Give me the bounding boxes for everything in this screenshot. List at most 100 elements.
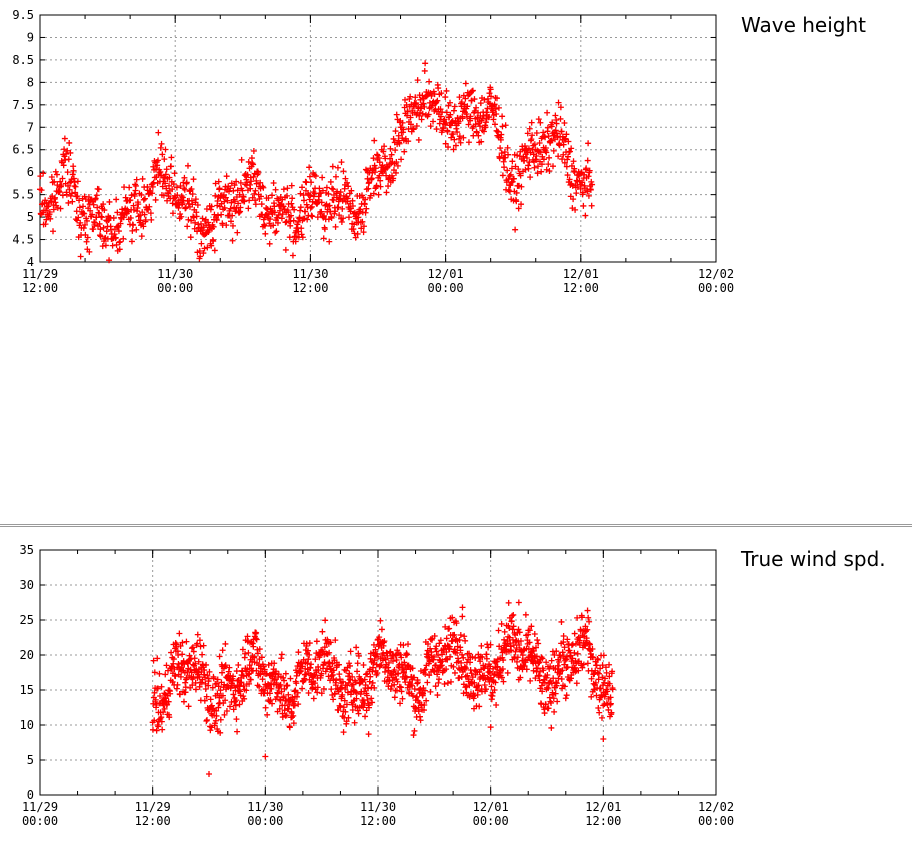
data-point bbox=[278, 215, 285, 222]
data-point bbox=[550, 675, 557, 682]
chart-title: Wave height bbox=[741, 13, 866, 37]
data-point bbox=[534, 170, 541, 177]
data-point bbox=[300, 192, 307, 199]
data-point bbox=[179, 194, 186, 201]
data-point bbox=[188, 217, 195, 224]
data-point bbox=[608, 709, 615, 716]
data-point bbox=[37, 173, 44, 180]
data-point bbox=[445, 144, 452, 151]
data-point bbox=[332, 223, 339, 230]
data-point bbox=[64, 147, 71, 154]
data-point bbox=[194, 201, 201, 208]
data-point bbox=[492, 679, 499, 686]
y-tick-label: 0 bbox=[27, 788, 34, 802]
data-point bbox=[582, 212, 589, 219]
data-point bbox=[501, 636, 508, 643]
data-point bbox=[154, 162, 161, 169]
data-point bbox=[154, 655, 161, 662]
data-point bbox=[396, 683, 403, 690]
data-point bbox=[289, 195, 296, 202]
data-point bbox=[291, 702, 298, 709]
data-point bbox=[527, 677, 534, 684]
data-point bbox=[413, 123, 420, 130]
data-point bbox=[353, 644, 360, 651]
data-point bbox=[301, 215, 308, 222]
data-point bbox=[276, 705, 283, 712]
data-point bbox=[270, 222, 277, 229]
data-point bbox=[415, 708, 422, 715]
data-point bbox=[62, 156, 69, 163]
data-point bbox=[515, 599, 522, 606]
data-point bbox=[563, 692, 570, 699]
data-point bbox=[569, 655, 576, 662]
data-point bbox=[426, 672, 433, 679]
data-point bbox=[167, 690, 174, 697]
data-point bbox=[457, 139, 464, 146]
data-point bbox=[527, 649, 534, 656]
data-point bbox=[38, 187, 45, 194]
data-point bbox=[339, 691, 346, 698]
data-point bbox=[424, 640, 431, 647]
data-point bbox=[579, 664, 586, 671]
data-point bbox=[110, 215, 117, 222]
data-point bbox=[312, 656, 319, 663]
data-point bbox=[194, 631, 201, 638]
data-point bbox=[96, 220, 103, 227]
data-point bbox=[535, 163, 542, 170]
data-point bbox=[262, 230, 269, 237]
data-point bbox=[60, 162, 67, 169]
data-point bbox=[196, 673, 203, 680]
data-point bbox=[100, 224, 107, 231]
data-point bbox=[84, 234, 91, 241]
data-point bbox=[89, 211, 96, 218]
data-point bbox=[190, 214, 197, 221]
data-point bbox=[603, 669, 610, 676]
data-point bbox=[354, 660, 361, 667]
data-point bbox=[439, 658, 446, 665]
data-point bbox=[417, 685, 424, 692]
data-point bbox=[509, 626, 516, 633]
data-point bbox=[113, 196, 120, 203]
data-point bbox=[135, 201, 142, 208]
data-point bbox=[409, 665, 416, 672]
data-point bbox=[384, 652, 391, 659]
y-tick-label: 9 bbox=[27, 30, 34, 44]
data-point bbox=[61, 146, 68, 153]
data-point bbox=[326, 649, 333, 656]
y-tick-label: 4 bbox=[27, 255, 34, 269]
data-point bbox=[203, 661, 210, 668]
data-point bbox=[447, 99, 454, 106]
data-point bbox=[497, 136, 504, 143]
data-point bbox=[161, 698, 168, 705]
data-point bbox=[405, 641, 412, 648]
data-point bbox=[425, 111, 432, 118]
data-point bbox=[226, 664, 233, 671]
data-point bbox=[190, 673, 197, 680]
data-point bbox=[190, 648, 197, 655]
data-point bbox=[539, 688, 546, 695]
data-point bbox=[199, 651, 206, 658]
y-tick-label: 7 bbox=[27, 120, 34, 134]
data-point bbox=[183, 179, 190, 186]
data-point bbox=[412, 94, 419, 101]
data-point bbox=[533, 152, 540, 159]
data-point bbox=[543, 166, 550, 173]
data-point bbox=[538, 168, 545, 175]
data-point bbox=[528, 119, 535, 126]
data-point bbox=[413, 693, 420, 700]
data-point bbox=[203, 693, 210, 700]
x-tick-label-time: 00:00 bbox=[698, 814, 734, 828]
data-point bbox=[333, 677, 340, 684]
data-point bbox=[536, 677, 543, 684]
data-point bbox=[558, 128, 565, 135]
data-point bbox=[252, 201, 259, 208]
data-point bbox=[134, 205, 141, 212]
data-point bbox=[416, 112, 423, 119]
data-point bbox=[204, 672, 211, 679]
data-point bbox=[593, 692, 600, 699]
data-point bbox=[609, 668, 616, 675]
data-point bbox=[436, 640, 443, 647]
data-point bbox=[562, 695, 569, 702]
data-point bbox=[497, 145, 504, 152]
data-point bbox=[141, 211, 148, 218]
